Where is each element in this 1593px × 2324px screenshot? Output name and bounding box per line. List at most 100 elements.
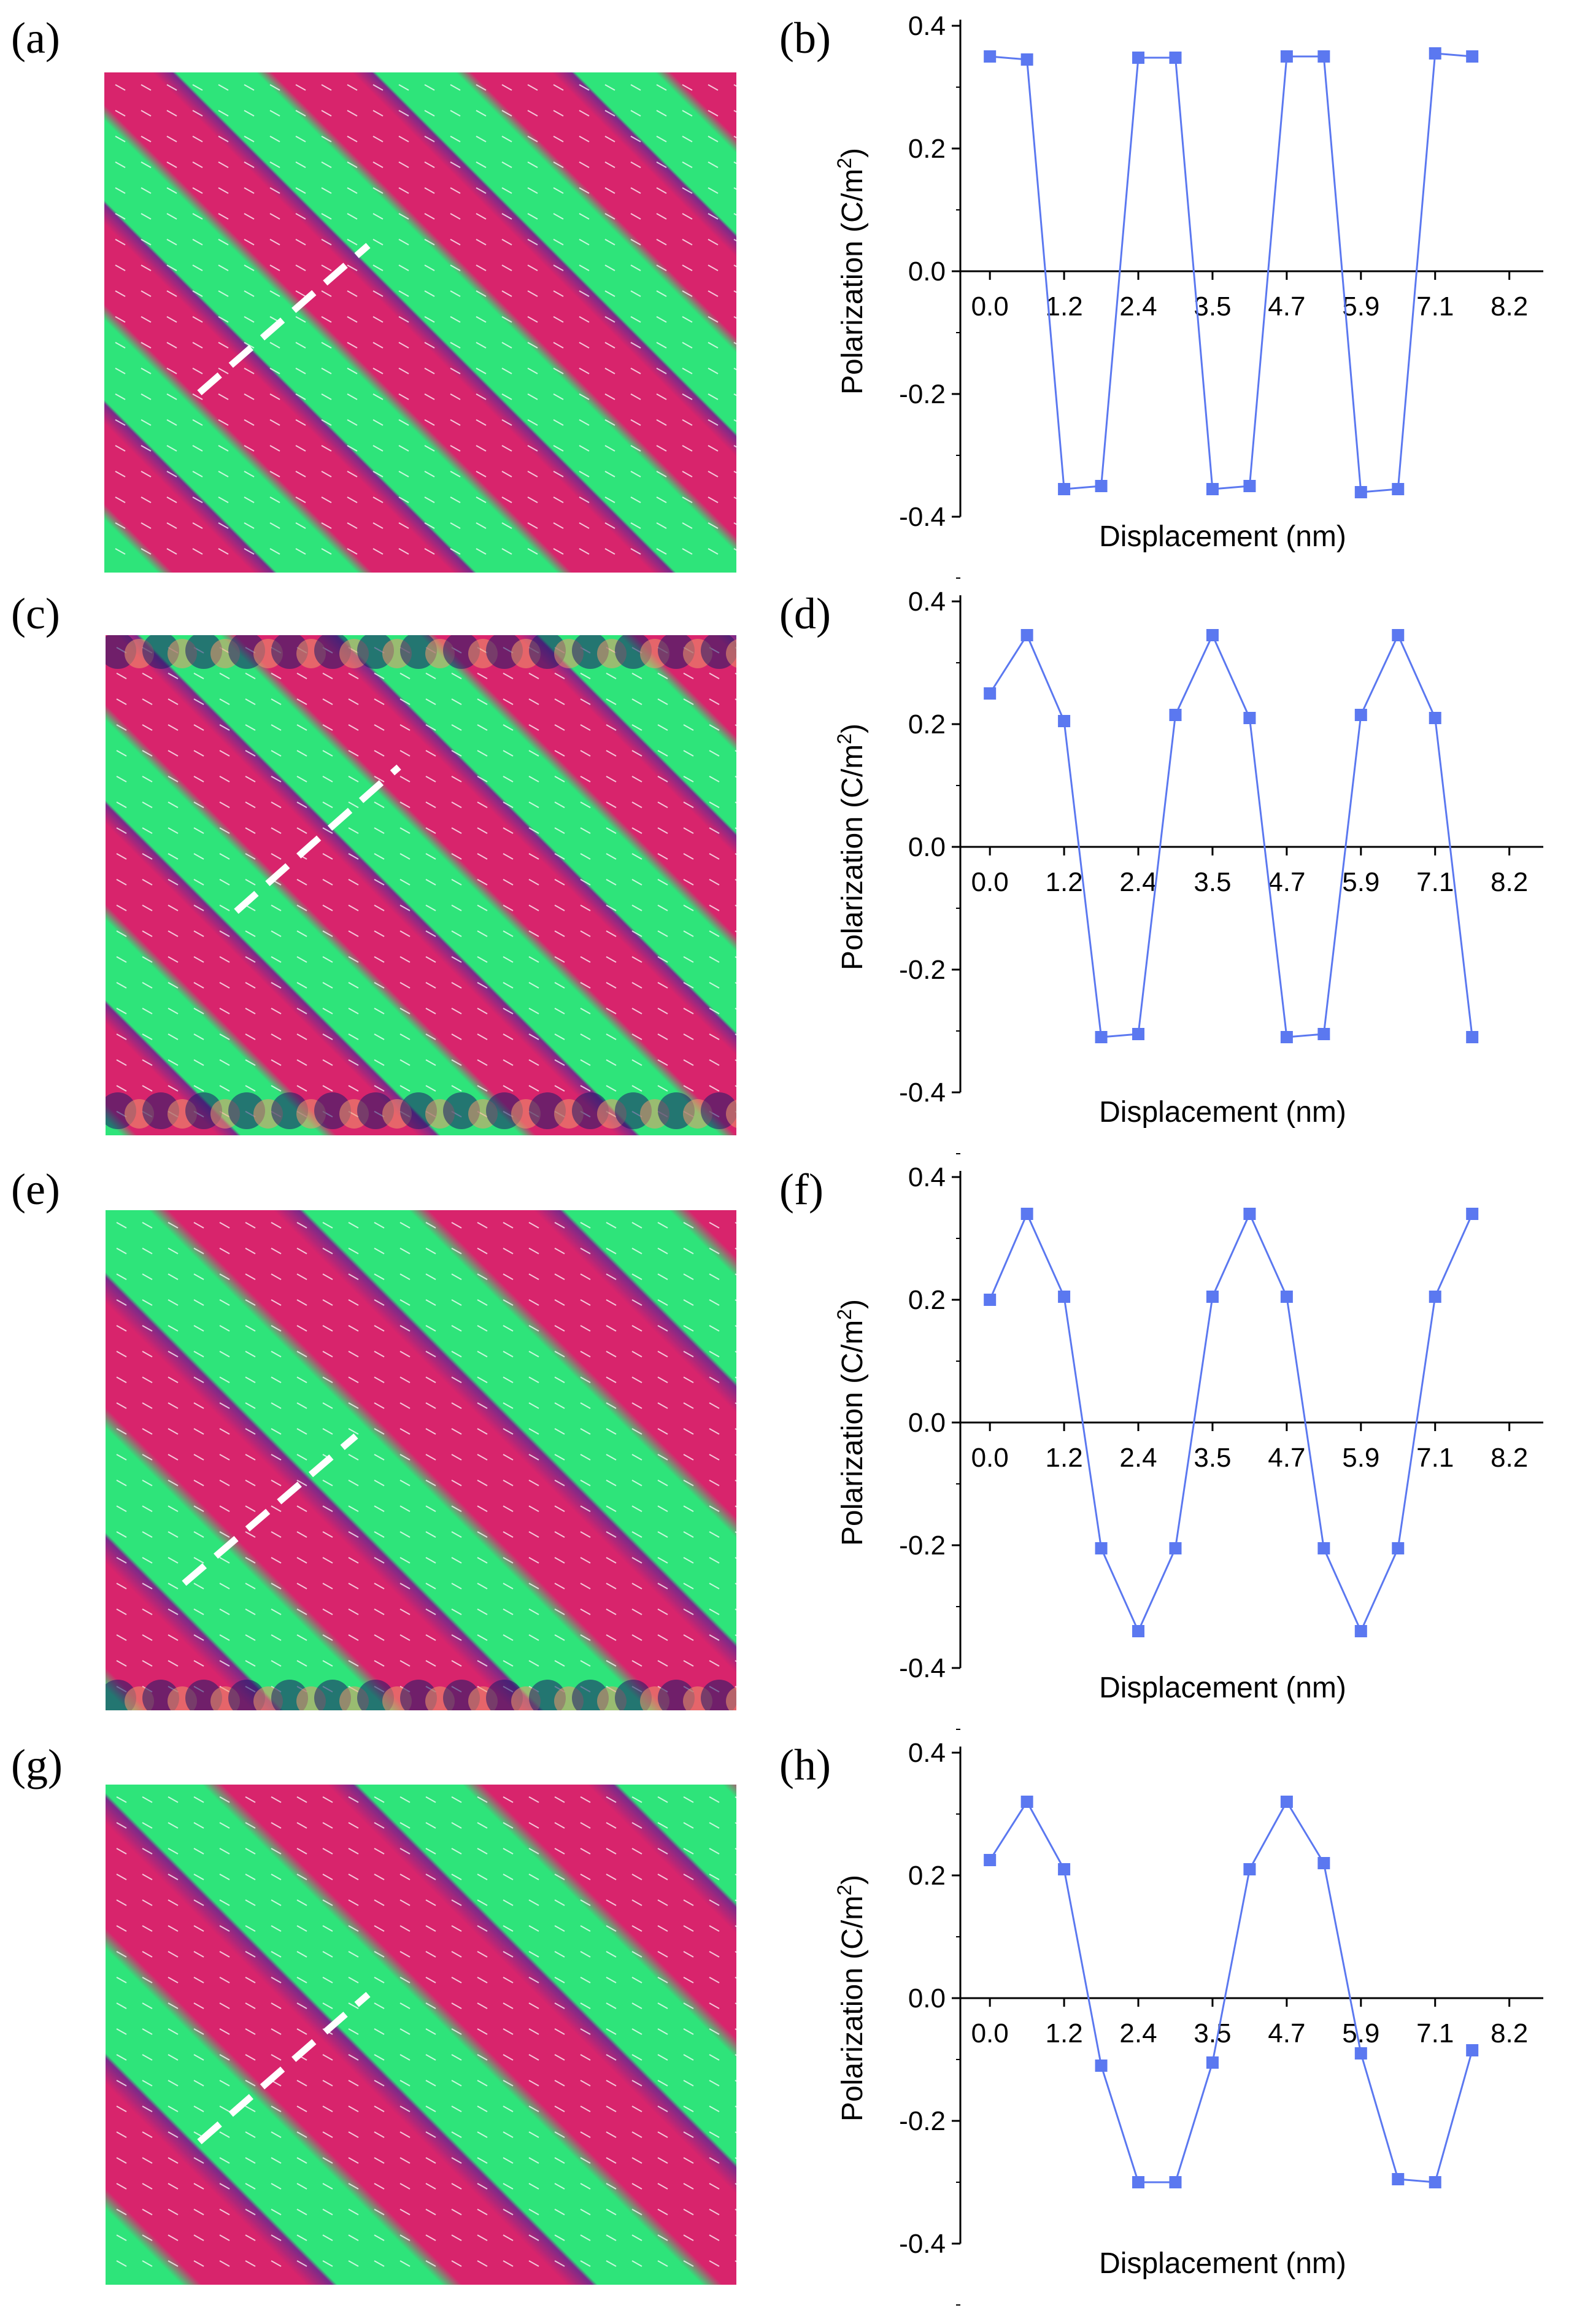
- data-point: [1132, 1028, 1145, 1040]
- y-tick-label: -0.4: [899, 1078, 946, 1108]
- data-point: [1243, 712, 1256, 724]
- x-tick-label: 2.4: [1119, 1443, 1157, 1473]
- data-point: [1429, 712, 1441, 724]
- boundary-defects: [106, 1092, 736, 1129]
- domain-map-e: [106, 1210, 736, 1710]
- data-point: [984, 687, 997, 700]
- data-point: [1317, 1028, 1330, 1040]
- data-point: [1466, 2044, 1479, 2056]
- x-tick-label: 2.4: [1119, 867, 1157, 897]
- data-point: [1020, 1208, 1033, 1220]
- y-tick-label: 0.4: [908, 587, 946, 617]
- x-tick-label: 7.1: [1416, 1443, 1454, 1473]
- data-point: [1169, 2176, 1182, 2188]
- data-point: [1280, 1291, 1293, 1303]
- x-tick-label: 1.2: [1046, 1443, 1083, 1473]
- y-tick-label: 0.4: [908, 1162, 946, 1192]
- data-point: [1095, 1542, 1108, 1554]
- x-tick-label: 3.5: [1194, 1443, 1231, 1473]
- x-tick-label: 5.9: [1342, 867, 1379, 897]
- y-tick-label: -0.2: [899, 955, 946, 985]
- data-point: [984, 50, 997, 63]
- data-point: [1058, 483, 1071, 495]
- series-line: [989, 633, 1473, 1038]
- y-tick-label: -0.4: [899, 1653, 946, 1683]
- data-point: [1354, 2047, 1367, 2060]
- x-axis-title: Displacement (nm): [1099, 1672, 1346, 1704]
- x-axis-title: Displacement (nm): [1099, 2247, 1346, 2280]
- polarization-arrows: [116, 1222, 736, 1693]
- data-point: [1354, 709, 1367, 721]
- x-tick-label: 3.5: [1194, 867, 1231, 897]
- data-point: [1317, 50, 1330, 63]
- data-point: [1132, 1625, 1145, 1637]
- boundary-defects: [106, 635, 736, 669]
- y-tick-label: 0.4: [908, 11, 946, 41]
- x-tick-label: 7.1: [1416, 867, 1454, 897]
- y-axis-title: Polarization (C/m2): [833, 724, 869, 970]
- data-point: [1058, 715, 1071, 727]
- series-line: [990, 52, 1473, 493]
- panel-letter-d: (d): [779, 589, 831, 638]
- y-tick-label: 0.0: [908, 1408, 946, 1438]
- y-axis-title: Polarization (C/m2): [833, 1875, 869, 2121]
- y-tick-label: 0.2: [908, 709, 946, 739]
- y-axis-title: Polarization (C/m2): [833, 1299, 869, 1546]
- data-point: [1206, 1291, 1219, 1303]
- polarization-arrows: [115, 84, 736, 555]
- polarization-chart-h: 0.4 0.2 0.0 -0.2 -0.4 0.0 1.2 2.4 3.5 4.7 5.9 7.1 8.…: [833, 1738, 1543, 2306]
- y-tick-label: 0.0: [908, 257, 946, 287]
- panel-letter-e: (e): [11, 1165, 60, 1214]
- data-point: [1317, 1542, 1330, 1554]
- y-tick-label: 0.0: [908, 832, 946, 862]
- polarization-chart-d: 0.4 0.2 0.0 -0.2 -0.4 0.0 1.2 2.4 3.5 4.7 5.9 7.1 8.…: [833, 587, 1543, 1154]
- y-tick-label: -0.4: [899, 502, 946, 532]
- data-point: [1392, 629, 1405, 641]
- data-point: [1280, 50, 1293, 63]
- panel-letter-c: (c): [11, 589, 60, 638]
- data-point: [1169, 709, 1182, 721]
- data-point: [984, 1294, 997, 1306]
- panel-letter-b: (b): [779, 14, 831, 63]
- data-point: [1317, 1857, 1330, 1869]
- series-line: [989, 1799, 1473, 2183]
- data-point: [1020, 629, 1033, 641]
- x-tick-label: 8.2: [1491, 867, 1528, 897]
- x-tick-label: 8.2: [1491, 2018, 1528, 2048]
- x-tick-label: 5.9: [1342, 1443, 1379, 1473]
- data-point: [1095, 480, 1108, 492]
- boundary-defects: [106, 1680, 736, 1710]
- y-tick-label: 0.2: [908, 1861, 946, 1891]
- domain-map-a: [104, 72, 736, 573]
- domain-map-c: [106, 635, 736, 1135]
- data-point: [1466, 50, 1479, 63]
- x-tick-label: 5.9: [1342, 2018, 1379, 2048]
- data-point: [1280, 1796, 1293, 1808]
- panel-letter-h: (h): [779, 1740, 831, 1789]
- data-point: [1354, 1625, 1367, 1637]
- data-point: [1169, 52, 1182, 64]
- x-tick-label: 1.2: [1046, 291, 1083, 322]
- data-point: [1392, 1542, 1405, 1554]
- x-tick-label: 4.7: [1268, 2018, 1305, 2048]
- data-point: [1243, 480, 1256, 492]
- y-tick-label: -0.2: [899, 1531, 946, 1561]
- x-tick-label: 7.1: [1416, 291, 1454, 322]
- x-tick-label: 2.4: [1119, 291, 1157, 322]
- data-point: [1280, 1031, 1293, 1043]
- x-tick-label: 0.0: [971, 2018, 1009, 2048]
- y-tick-label: 0.4: [908, 1738, 946, 1768]
- data-point: [1243, 1208, 1256, 1220]
- y-tick-label: -0.2: [899, 2106, 946, 2136]
- x-tick-label: 8.2: [1491, 1443, 1528, 1473]
- panel-letter-a: (a): [11, 14, 60, 63]
- data-point: [1429, 2176, 1441, 2188]
- domain-stripes: [106, 635, 736, 1135]
- y-axis-title: Polarization (C/m2): [833, 148, 869, 395]
- data-point: [1206, 629, 1219, 641]
- y-tick-label: -0.4: [899, 2229, 946, 2259]
- data-point: [1354, 486, 1367, 498]
- x-tick-label: 4.7: [1268, 1443, 1305, 1473]
- x-tick-label: 0.0: [971, 291, 1009, 322]
